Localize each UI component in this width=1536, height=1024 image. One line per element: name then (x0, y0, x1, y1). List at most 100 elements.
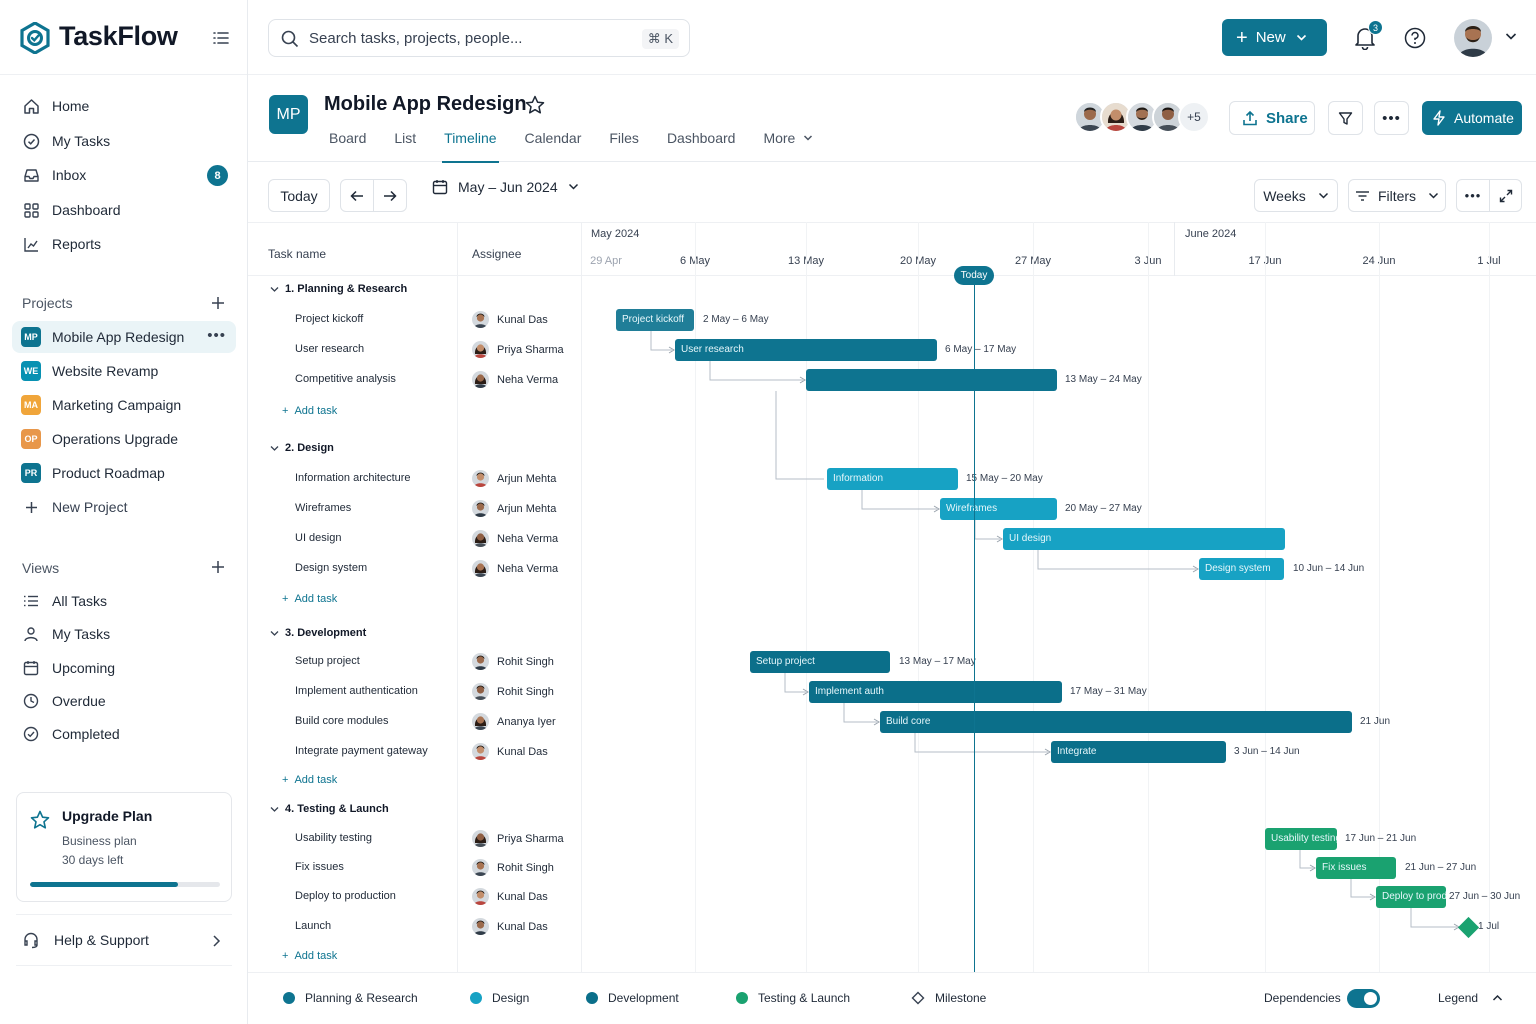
nav-reports[interactable]: Reports (12, 228, 236, 260)
task-name[interactable]: Wireframes (295, 502, 352, 514)
view-my-tasks[interactable]: My Tasks (12, 618, 236, 650)
task-bar[interactable]: User research (675, 339, 937, 361)
task-bar[interactable]: Wireframes (940, 498, 1057, 520)
tab-dashboard[interactable]: Dashboard (667, 130, 736, 162)
project-item-website-revamp[interactable]: WE Website Revamp (12, 355, 236, 387)
project-item-operations-upgrade[interactable]: OP Operations Upgrade (12, 423, 236, 455)
task-name[interactable]: Competitive analysis (295, 373, 396, 385)
add-task-button[interactable]: + Add task (282, 405, 337, 417)
task-assignee[interactable]: Arjun Mehta (472, 500, 556, 517)
task-assignee[interactable]: Rohit Singh (472, 683, 554, 700)
task-assignee[interactable]: Kunal Das (472, 743, 548, 760)
upgrade-plan-card[interactable]: Upgrade Plan Business plan 30 days left (16, 792, 232, 902)
task-assignee[interactable]: Kunal Das (472, 311, 548, 328)
member-avatars[interactable]: +5 (1074, 101, 1210, 133)
task-bar[interactable]: UI design (1003, 528, 1285, 550)
nav-my-tasks[interactable]: My Tasks (12, 125, 236, 157)
task-name[interactable]: User research (295, 343, 365, 355)
task-bar[interactable] (806, 369, 1057, 391)
add-task-button[interactable]: + Add task (282, 774, 337, 786)
task-bar[interactable]: Fix issues (1316, 857, 1396, 879)
task-bar[interactable]: Build core (880, 711, 1352, 733)
task-assignee[interactable]: Neha Verma (472, 530, 558, 547)
group-header[interactable]: 3. Development (270, 627, 366, 639)
task-assignee[interactable]: Arjun Mehta (472, 470, 556, 487)
nav-dashboard[interactable]: Dashboard (12, 194, 236, 226)
legend-toggle-button[interactable]: Legend (1438, 991, 1503, 1005)
task-assignee[interactable]: Kunal Das (472, 918, 548, 935)
task-assignee[interactable]: Kunal Das (472, 888, 548, 905)
timeline-more-button[interactable]: ••• (1456, 179, 1490, 212)
tab-more[interactable]: More (763, 130, 813, 162)
view-overdue[interactable]: Overdue (12, 685, 236, 717)
task-assignee[interactable]: Neha Verma (472, 371, 558, 388)
filter-button[interactable] (1328, 101, 1363, 135)
date-range-picker[interactable]: May – Jun 2024 (432, 179, 579, 195)
group-header[interactable]: 4. Testing & Launch (270, 803, 389, 815)
nav-home[interactable]: Home (12, 90, 236, 122)
new-project-button[interactable]: New Project (12, 491, 236, 523)
task-name[interactable]: Launch (295, 920, 332, 932)
tab-files[interactable]: Files (609, 130, 639, 162)
help-icon[interactable] (1404, 27, 1426, 49)
task-name[interactable]: Deploy to production (295, 890, 396, 902)
project-item-marketing-campaign[interactable]: MA Marketing Campaign (12, 389, 236, 421)
nav-inbox[interactable]: Inbox 8 (12, 159, 236, 191)
add-task-button[interactable]: + Add task (282, 593, 337, 605)
fullscreen-button[interactable] (1489, 179, 1522, 212)
task-bar[interactable]: Design system (1199, 558, 1284, 580)
add-project-icon[interactable] (209, 294, 227, 312)
dependencies-toggle[interactable] (1347, 989, 1380, 1008)
task-bar[interactable]: Deploy to production (1376, 886, 1446, 908)
task-bar[interactable]: Project kickoff (616, 309, 694, 331)
group-header[interactable]: 2. Design (270, 442, 334, 454)
user-avatar[interactable] (1454, 19, 1492, 57)
chevron-down-icon[interactable] (1505, 32, 1517, 41)
task-assignee[interactable]: Neha Verma (472, 560, 558, 577)
task-bar[interactable]: Usability testing (1265, 828, 1337, 850)
task-name[interactable]: Fix issues (295, 861, 344, 873)
task-name[interactable]: UI design (295, 532, 342, 544)
task-name[interactable]: Implement authentication (295, 685, 418, 697)
automate-button[interactable]: Automate (1422, 101, 1522, 135)
collapse-menu-icon[interactable] (211, 28, 231, 48)
task-assignee[interactable]: Priya Sharma (472, 341, 564, 358)
task-name[interactable]: Integrate payment gateway (295, 745, 428, 757)
previous-button[interactable] (340, 179, 374, 212)
help-support-link[interactable]: Help & Support (16, 914, 232, 966)
search-box[interactable]: ⌘ K (268, 19, 690, 57)
share-button[interactable]: Share (1229, 101, 1315, 135)
task-bar[interactable]: Information (827, 468, 958, 490)
task-name[interactable]: Project kickoff (295, 313, 364, 325)
project-item-product-roadmap[interactable]: PR Product Roadmap (12, 457, 236, 489)
favorite-star-icon[interactable] (525, 95, 545, 115)
more-options-button[interactable]: ••• (1374, 101, 1409, 135)
task-name[interactable]: Design system (295, 562, 368, 574)
tab-list[interactable]: List (394, 130, 416, 162)
task-name[interactable]: Information architecture (295, 472, 411, 484)
task-name[interactable]: Build core modules (295, 715, 389, 727)
view-upcoming[interactable]: Upcoming (12, 652, 236, 684)
view-completed[interactable]: Completed (12, 718, 236, 750)
group-header[interactable]: 1. Planning & Research (270, 283, 407, 295)
task-assignee[interactable]: Ananya Iyer (472, 713, 556, 730)
scale-dropdown[interactable]: Weeks (1254, 179, 1338, 212)
task-bar[interactable]: Integrate (1051, 741, 1226, 763)
task-name[interactable]: Usability testing (295, 832, 373, 844)
task-bar[interactable]: Implement auth (809, 681, 1062, 703)
tab-board[interactable]: Board (329, 130, 366, 162)
next-button[interactable] (373, 179, 407, 212)
task-bar[interactable]: Setup project (750, 651, 890, 673)
add-task-button[interactable]: + Add task (282, 950, 337, 962)
search-input[interactable] (309, 28, 629, 48)
tab-calendar[interactable]: Calendar (525, 130, 582, 162)
task-assignee[interactable]: Priya Sharma (472, 830, 564, 847)
project-item-mobile-app-redesign[interactable]: MP Mobile App Redesign ••• (12, 321, 236, 353)
task-assignee[interactable]: Rohit Singh (472, 653, 554, 670)
more-options-icon[interactable]: ••• (207, 327, 226, 344)
today-button[interactable]: Today (268, 179, 330, 212)
task-assignee[interactable]: Rohit Singh (472, 859, 554, 876)
task-name[interactable]: Setup project (295, 655, 360, 667)
view-all-tasks[interactable]: All Tasks (12, 585, 236, 617)
filters-dropdown[interactable]: Filters (1348, 179, 1446, 212)
